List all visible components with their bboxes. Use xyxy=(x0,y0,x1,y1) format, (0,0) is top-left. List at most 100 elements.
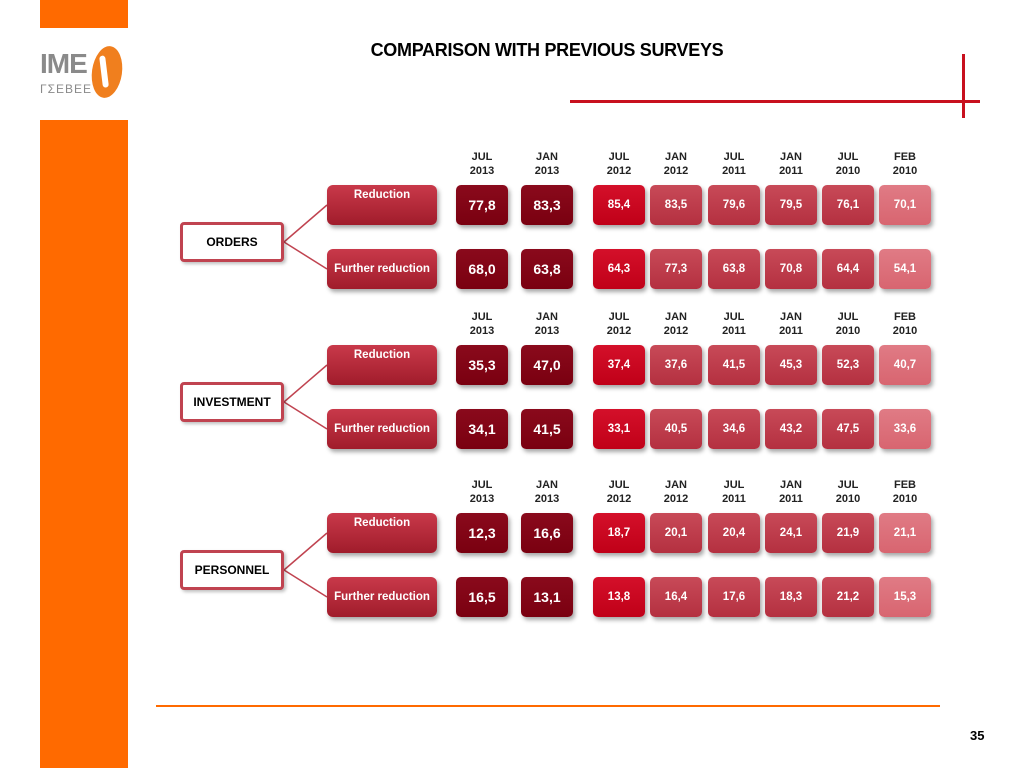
value-cell: 83,5 xyxy=(650,185,702,225)
page-title: COMPARISON WITH PREVIOUS SURVEYS xyxy=(370,40,724,60)
value-cell: 21,9 xyxy=(822,513,874,553)
column-header-month: JUL xyxy=(608,479,630,491)
column-header-year: 2010 xyxy=(835,165,861,177)
row-label-reduction: Reduction xyxy=(327,185,437,225)
column-header: JAN 2011 xyxy=(766,150,816,178)
value-cell: 16,6 xyxy=(521,513,573,553)
column-header-month: JUL xyxy=(837,479,859,491)
column-header-month: JUL xyxy=(723,311,745,323)
page-number: 35 xyxy=(970,728,985,743)
value-cell: 68,0 xyxy=(456,249,508,289)
column-header: JAN 2012 xyxy=(651,150,701,178)
column-header-month: JAN xyxy=(779,311,802,323)
column-header-month: JUL xyxy=(608,311,630,323)
column-header-month: JUL xyxy=(837,311,859,323)
column-header-year: 2011 xyxy=(722,165,746,177)
column-header-year: 2012 xyxy=(663,325,689,337)
column-header-month: JAN xyxy=(664,151,687,163)
value-cell: 45,3 xyxy=(765,345,817,385)
value-cell: 33,1 xyxy=(593,409,645,449)
value-cell: 15,3 xyxy=(879,577,931,617)
value-cell: 13,1 xyxy=(521,577,573,617)
connector-line xyxy=(283,364,328,403)
value-cell: 70,1 xyxy=(879,185,931,225)
column-header-month: JAN xyxy=(535,151,558,163)
section-label-orders: ORDERS xyxy=(180,222,284,262)
value-cell: 76,1 xyxy=(822,185,874,225)
value-cell: 37,6 xyxy=(650,345,702,385)
red-line-vertical xyxy=(962,54,965,118)
column-header: JAN 2012 xyxy=(651,478,701,506)
logo-subtext: ΓΣΕΒΕΕ xyxy=(40,82,93,96)
column-header-month: JUL xyxy=(471,311,493,323)
column-header-year: 2012 xyxy=(663,165,689,177)
value-cell: 20,4 xyxy=(708,513,760,553)
column-header: JUL 2011 xyxy=(709,310,759,338)
column-header-month: FEB xyxy=(894,311,916,323)
value-cell: 40,5 xyxy=(650,409,702,449)
connector-line xyxy=(283,569,328,598)
column-header: JUL 2011 xyxy=(709,478,759,506)
logo-text: IME xyxy=(40,48,88,79)
value-cell: 33,6 xyxy=(879,409,931,449)
value-cell: 79,6 xyxy=(708,185,760,225)
column-header: JAN 2013 xyxy=(522,478,572,506)
column-header-month: JUL xyxy=(608,151,630,163)
column-header: JUL 2010 xyxy=(823,150,873,178)
section-label-personnel: PERSONNEL xyxy=(180,550,284,590)
value-cell: 35,3 xyxy=(456,345,508,385)
logo: IME ΓΣΕΒΕΕ xyxy=(38,38,128,110)
column-header: FEB 2010 xyxy=(880,310,930,338)
column-header-year: 2013 xyxy=(469,493,495,505)
row-label-reduction: Reduction xyxy=(327,345,437,385)
value-cell: 12,3 xyxy=(456,513,508,553)
value-cell: 21,1 xyxy=(879,513,931,553)
value-cell: 34,1 xyxy=(456,409,508,449)
value-cell: 54,1 xyxy=(879,249,931,289)
column-header-year: 2010 xyxy=(835,493,861,505)
value-cell: 77,8 xyxy=(456,185,508,225)
bottom-divider xyxy=(156,705,940,707)
column-header-month: JAN xyxy=(779,479,802,491)
column-header-year: 2012 xyxy=(663,493,689,505)
column-header: JUL 2012 xyxy=(594,478,644,506)
value-cell: 63,8 xyxy=(708,249,760,289)
column-header-year: 2010 xyxy=(892,493,918,505)
column-header: JUL 2012 xyxy=(594,150,644,178)
section-label-investment: INVESTMENT xyxy=(180,382,284,422)
column-header-year: 2011 xyxy=(779,165,803,177)
value-cell: 63,8 xyxy=(521,249,573,289)
column-header: JAN 2013 xyxy=(522,310,572,338)
column-header-month: JUL xyxy=(723,479,745,491)
column-header-month: JAN xyxy=(664,479,687,491)
row-label-reduction: Reduction xyxy=(327,513,437,553)
value-cell: 16,5 xyxy=(456,577,508,617)
column-header-month: JUL xyxy=(471,479,493,491)
orange-bar-top xyxy=(40,0,128,28)
value-cell: 77,3 xyxy=(650,249,702,289)
value-cell: 47,5 xyxy=(822,409,874,449)
value-cell: 52,3 xyxy=(822,345,874,385)
column-header: JUL 2013 xyxy=(457,478,507,506)
column-header-year: 2012 xyxy=(606,165,632,177)
value-cell: 40,7 xyxy=(879,345,931,385)
column-header: JUL 2010 xyxy=(823,478,873,506)
value-cell: 34,6 xyxy=(708,409,760,449)
column-header-year: 2013 xyxy=(534,325,560,337)
column-header-year: 2013 xyxy=(534,165,560,177)
column-header-year: 2010 xyxy=(892,325,918,337)
value-cell: 47,0 xyxy=(521,345,573,385)
value-cell: 16,4 xyxy=(650,577,702,617)
value-cell: 64,4 xyxy=(822,249,874,289)
column-header-month: JUL xyxy=(471,151,493,163)
column-header-month: JAN xyxy=(535,479,558,491)
column-header-month: JAN xyxy=(779,151,802,163)
value-cell: 18,7 xyxy=(593,513,645,553)
column-header-year: 2010 xyxy=(892,165,918,177)
value-cell: 70,8 xyxy=(765,249,817,289)
value-cell: 21,2 xyxy=(822,577,874,617)
value-cell: 41,5 xyxy=(708,345,760,385)
column-header-year: 2011 xyxy=(779,325,803,337)
column-header-month: JAN xyxy=(664,311,687,323)
column-header: FEB 2010 xyxy=(880,150,930,178)
